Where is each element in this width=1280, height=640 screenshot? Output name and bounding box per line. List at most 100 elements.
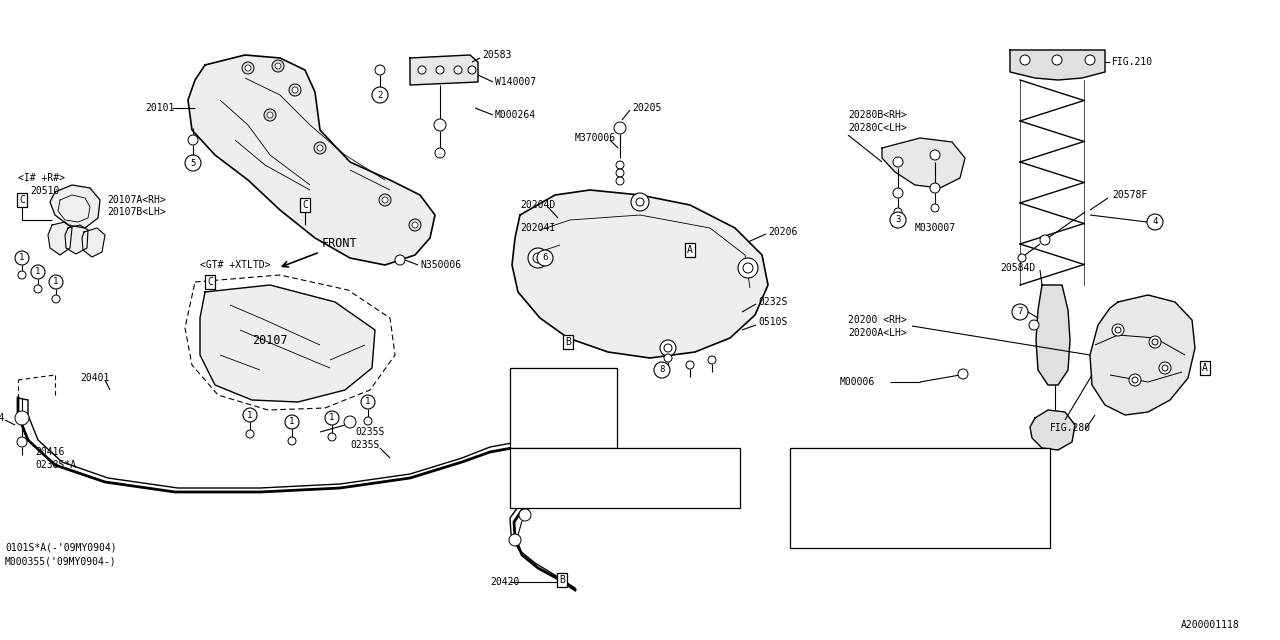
Text: 6: 6 <box>543 253 548 262</box>
Circle shape <box>31 265 45 279</box>
Text: FIG.280: FIG.280 <box>1050 423 1091 433</box>
Circle shape <box>275 63 282 69</box>
Circle shape <box>379 194 390 206</box>
Text: 0235S: 0235S <box>536 493 566 503</box>
Text: >: > <box>1034 473 1039 483</box>
Circle shape <box>1152 339 1158 345</box>
Circle shape <box>515 431 529 445</box>
Circle shape <box>614 122 626 134</box>
Text: 20578G: 20578G <box>536 433 571 443</box>
Text: 1: 1 <box>19 253 24 262</box>
Text: 20204I: 20204I <box>520 223 556 233</box>
Circle shape <box>538 250 553 266</box>
Polygon shape <box>50 185 100 228</box>
Text: >: > <box>724 453 730 463</box>
Text: 20107B<LH>: 20107B<LH> <box>108 207 165 217</box>
Text: 20568  <: 20568 < <box>817 513 863 523</box>
Circle shape <box>636 198 644 206</box>
Polygon shape <box>49 222 72 255</box>
Circle shape <box>893 157 902 167</box>
Circle shape <box>372 87 388 103</box>
Text: 20200 <RH>: 20200 <RH> <box>849 315 906 325</box>
Text: 6: 6 <box>799 493 804 502</box>
Text: 7: 7 <box>799 513 804 522</box>
Circle shape <box>515 391 529 405</box>
Text: 0232S: 0232S <box>758 297 787 307</box>
Text: M00006: M00006 <box>840 377 876 387</box>
Circle shape <box>931 183 940 193</box>
Circle shape <box>1149 336 1161 348</box>
Circle shape <box>742 263 753 273</box>
Text: 0235S: 0235S <box>536 453 566 463</box>
Circle shape <box>454 66 462 74</box>
Text: FRONT: FRONT <box>323 237 357 250</box>
Text: ('07MY-'08MY0707): ('07MY-'08MY0707) <box>605 473 705 483</box>
Circle shape <box>654 362 669 378</box>
Text: 8: 8 <box>659 365 664 374</box>
Circle shape <box>17 437 27 447</box>
Text: 20205: 20205 <box>632 103 662 113</box>
Text: A: A <box>1202 363 1208 373</box>
Polygon shape <box>82 228 105 257</box>
Text: 0235S: 0235S <box>355 427 384 437</box>
Text: 2: 2 <box>518 394 524 403</box>
Text: 20200A<LH>: 20200A<LH> <box>849 328 906 338</box>
Text: N350006: N350006 <box>420 260 461 270</box>
Circle shape <box>529 248 548 268</box>
Circle shape <box>188 135 198 145</box>
Text: C: C <box>302 200 308 210</box>
Text: -'05MY0406>: -'05MY0406> <box>925 453 991 463</box>
Circle shape <box>268 112 273 118</box>
Circle shape <box>1115 327 1121 333</box>
Circle shape <box>325 411 339 425</box>
Text: 0235S: 0235S <box>349 440 379 450</box>
Circle shape <box>289 84 301 96</box>
Text: 20206: 20206 <box>768 227 797 237</box>
Bar <box>509 368 617 448</box>
Circle shape <box>285 415 300 429</box>
Circle shape <box>1112 324 1124 336</box>
Text: <-'06MY: <-'06MY <box>605 453 648 463</box>
Polygon shape <box>188 55 435 265</box>
Text: 1: 1 <box>518 374 524 383</box>
Text: N330007: N330007 <box>817 533 858 543</box>
Circle shape <box>515 471 529 485</box>
Polygon shape <box>65 225 88 254</box>
Circle shape <box>532 482 544 494</box>
Text: 4: 4 <box>1152 218 1157 227</box>
Text: B: B <box>559 575 564 585</box>
Text: 8: 8 <box>518 474 524 483</box>
Circle shape <box>396 255 404 265</box>
Circle shape <box>518 509 531 521</box>
Text: >: > <box>1034 533 1039 543</box>
Circle shape <box>1162 365 1169 371</box>
Text: M030007: M030007 <box>915 223 956 233</box>
Circle shape <box>739 258 758 278</box>
Circle shape <box>616 177 625 185</box>
Text: A200001118: A200001118 <box>1181 620 1240 630</box>
Text: <I# +R#>: <I# +R#> <box>18 173 65 183</box>
Circle shape <box>344 416 356 428</box>
Text: 20414: 20414 <box>0 413 5 423</box>
Circle shape <box>931 150 940 160</box>
Circle shape <box>317 145 323 151</box>
Circle shape <box>1020 55 1030 65</box>
Circle shape <box>15 251 29 265</box>
Circle shape <box>292 87 298 93</box>
Text: 0101S*A(-'09MY0904): 0101S*A(-'09MY0904) <box>5 543 116 553</box>
Text: 20280C<LH>: 20280C<LH> <box>849 123 906 133</box>
Circle shape <box>893 188 902 198</box>
Text: 20107: 20107 <box>252 333 288 346</box>
Circle shape <box>243 408 257 422</box>
Circle shape <box>436 66 444 74</box>
Circle shape <box>381 197 388 203</box>
Circle shape <box>532 253 543 263</box>
Circle shape <box>957 369 968 379</box>
Text: B: B <box>564 337 571 347</box>
Text: 20583: 20583 <box>483 50 512 60</box>
Text: 5: 5 <box>191 159 196 168</box>
Circle shape <box>664 344 672 352</box>
Circle shape <box>794 511 808 525</box>
Text: 20420: 20420 <box>490 577 520 587</box>
Circle shape <box>794 451 808 465</box>
